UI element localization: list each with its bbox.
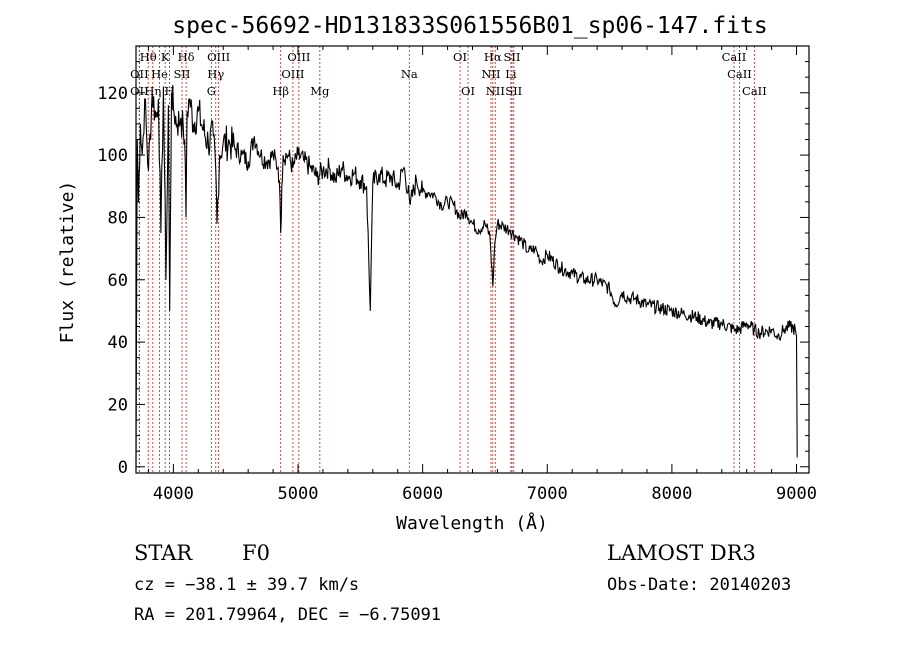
line-label: G [207,84,216,98]
line-label: OII [130,84,149,98]
y-axis-label: Flux (relative) [57,181,78,344]
line-label: CaII [722,50,747,64]
line-label: Mg [310,84,330,98]
plot-frame [135,45,810,474]
x-tick-label: 6000 [402,484,443,504]
line-label: He [151,67,168,81]
line-label: SII [174,67,191,81]
y-tick-label: 100 [97,146,128,166]
line-label: OIII [207,50,230,64]
y-tick-label: 80 [108,208,128,228]
object-class: STAR [134,541,193,565]
line-label: Li [505,67,517,81]
redshift-text: cz = −38.1 ± 39.7 km/s [134,575,359,595]
x-tick-label: 5000 [278,484,319,504]
line-label: Hγ [207,67,224,81]
line-label: CaII [727,67,752,81]
spectrum-line [135,84,798,467]
line-label: NII [486,84,505,98]
x-tick-label: 7000 [527,484,568,504]
line-label: Na [401,67,418,81]
survey-name: LAMOST DR3 [607,541,756,565]
chart-title: spec-56692-HD131833S061556B01_sp06-147.f… [172,13,767,39]
line-label: K [161,50,170,64]
line-label: Hδ [178,50,195,64]
line-label: OIII [287,50,310,64]
line-label: H [165,84,175,98]
line-label: NII [481,67,500,81]
y-tick-label: 60 [108,271,128,291]
line-label: SII [505,84,522,98]
obs-date: Obs-Date: 20140203 [607,575,791,595]
x-tick-label: 4000 [153,484,194,504]
line-markers [138,46,755,473]
line-label: Hβ [272,84,289,98]
y-tick-label: 20 [108,395,128,415]
line-label: Hα [484,50,502,64]
line-label: Hη [144,84,161,98]
x-axis: 4000 5000 6000 7000 8000 9000 [147,46,817,504]
line-labels: Hθ OII OII K He Hη H SII Hδ OIII Hγ G Hβ OIII OIII Mg Na… [130,50,767,98]
line-label: OIII [281,67,304,81]
line-label: SII [504,50,521,64]
y-axis: 0 20 40 60 80 100 120 [97,61,809,478]
y-tick-label: 40 [108,333,128,353]
line-label: Hθ [140,50,157,64]
y-tick-label: 0 [118,458,128,478]
line-label: OI [453,50,467,64]
x-tick-label: 9000 [776,484,817,504]
x-axis-label: Wavelength (Å) [396,512,548,534]
x-tick-label: 8000 [651,484,692,504]
line-label: OII [130,67,149,81]
line-label: CaII [742,84,767,98]
y-tick-label: 120 [97,84,128,104]
coordinates: RA = 201.79964, DEC = −6.75091 [134,605,441,625]
line-label: OI [461,84,475,98]
object-subclass: F0 [242,541,270,565]
